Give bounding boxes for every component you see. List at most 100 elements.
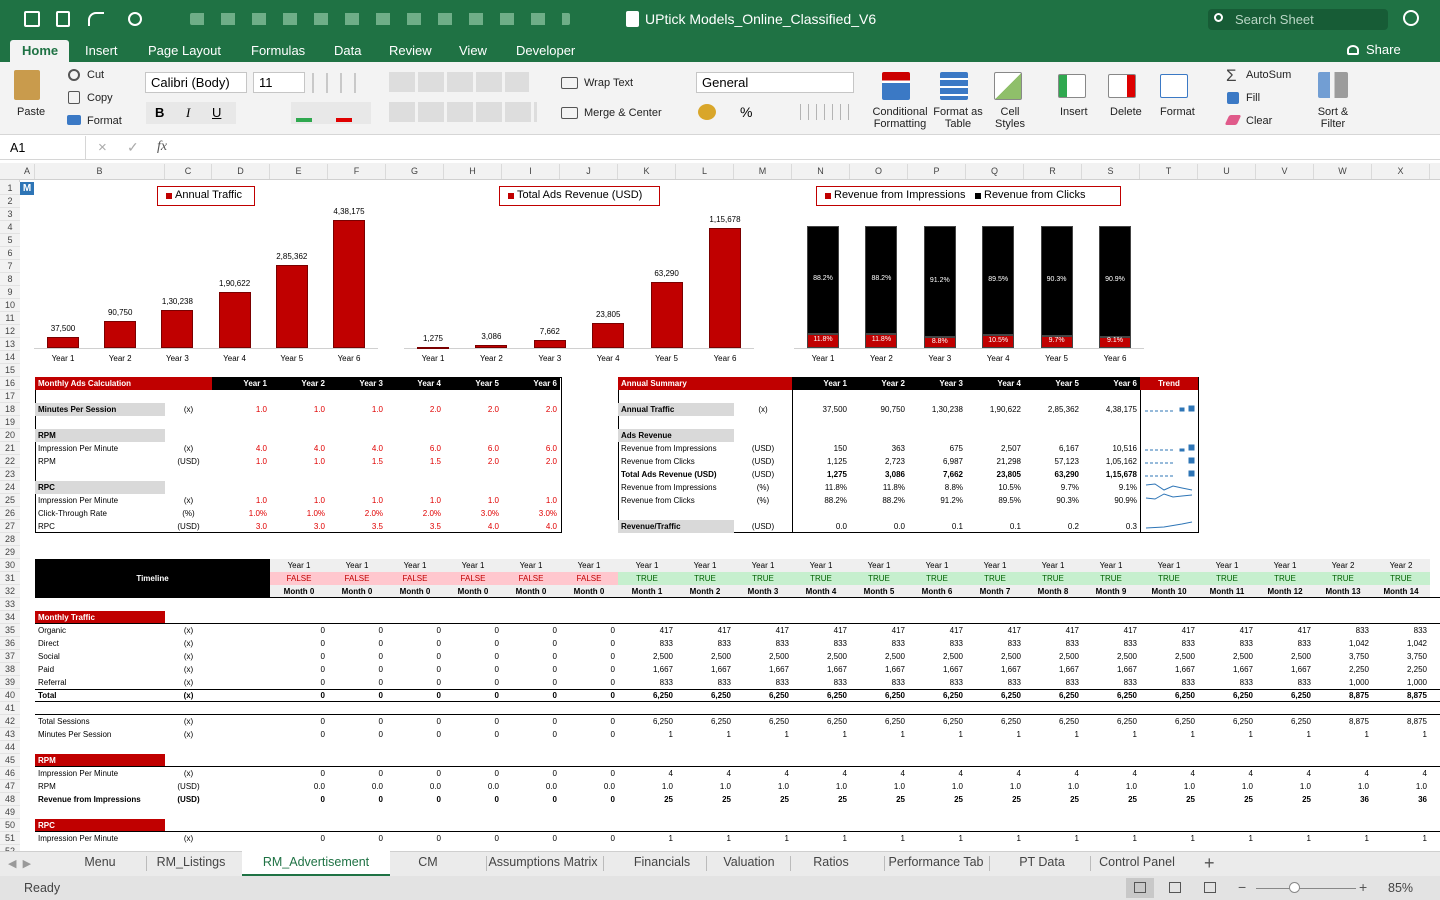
sidebar-icon[interactable] (24, 11, 40, 27)
tab-scroll-buttons[interactable]: ◀ ▶ (8, 858, 32, 870)
feedback-icon[interactable] (1403, 10, 1419, 26)
ribbon-tab[interactable]: View (459, 43, 487, 58)
row-label: Total (38, 691, 57, 700)
name-box[interactable] (0, 136, 86, 160)
format-table-button[interactable]: Format as Table (933, 106, 983, 130)
zoom-out[interactable]: − (1238, 879, 1247, 895)
sheet-tab[interactable]: Valuation (723, 855, 775, 869)
cut-button[interactable]: Cut (87, 69, 105, 81)
percent-button[interactable]: % (740, 104, 753, 120)
font-name-box[interactable] (145, 72, 247, 93)
bold-button[interactable]: B (155, 105, 165, 120)
cell-styles-button[interactable]: Cell Styles (995, 106, 1025, 130)
value-cell: 1 (1132, 730, 1137, 739)
sheet-tab[interactable]: Ratios (813, 855, 849, 869)
timeline-flag: TRUE (966, 572, 1024, 585)
format-button[interactable]: Format (1160, 106, 1195, 118)
sheet-tab[interactable]: RM_Listings (156, 855, 226, 869)
alignment-buttons[interactable] (389, 72, 529, 92)
insert-icon[interactable] (1058, 74, 1086, 98)
normal-view-button[interactable] (1126, 878, 1154, 898)
ribbon-tab[interactable]: Data (334, 43, 362, 58)
value-cell: 4 (1248, 769, 1253, 778)
clear-button[interactable]: Clear (1246, 115, 1273, 127)
value-cell: 2,250 (1348, 665, 1369, 674)
value-cell: 1,667 (652, 665, 673, 674)
format-icon[interactable] (1160, 74, 1188, 98)
search-box[interactable] (1208, 9, 1388, 30)
conditional-format-icon[interactable] (882, 72, 910, 100)
sheet-tab[interactable]: Performance Tab (888, 855, 984, 869)
sheet-tab[interactable]: Financials (633, 855, 691, 869)
zoom-slider[interactable] (1256, 888, 1356, 889)
sort-filter-button[interactable]: Sort & Filter (1317, 106, 1349, 130)
row-unit: (USD) (751, 470, 775, 479)
value-cell: 833 (833, 639, 847, 648)
delete-button[interactable]: Delete (1110, 106, 1142, 118)
add-sheet-button[interactable]: + (1204, 853, 1215, 873)
sheet-tab[interactable]: CM (418, 855, 438, 869)
legend (499, 186, 660, 206)
share-button[interactable]: Share (1366, 42, 1401, 57)
format-painter-button[interactable]: Format (87, 115, 122, 127)
currency-icon[interactable] (698, 104, 716, 120)
decimal-buttons[interactable] (800, 104, 850, 120)
category-label: Year 3 (538, 354, 562, 363)
font-color[interactable] (336, 118, 352, 122)
ribbon-tab[interactable]: Home (22, 43, 59, 58)
ribbon-tab[interactable]: Developer (516, 43, 576, 58)
underline-button[interactable]: U (212, 105, 222, 120)
font-grow-shrink[interactable] (312, 73, 368, 93)
font-size-box[interactable] (253, 72, 305, 93)
paste-icon[interactable] (14, 70, 40, 100)
italic-button[interactable]: I (186, 105, 191, 120)
active-ribbon-tab[interactable] (10, 40, 69, 64)
function-button[interactable]: fx (157, 139, 168, 154)
sheet-tab[interactable]: Control Panel (1099, 855, 1175, 869)
value-cell: 2.0% (364, 509, 383, 518)
fill-color[interactable] (296, 118, 312, 122)
row-header: 1 (0, 182, 20, 195)
fill-button[interactable]: Fill (1246, 92, 1261, 104)
cell-styles-icon[interactable] (994, 72, 1022, 100)
value-cell: 6,250 (1232, 717, 1253, 726)
bar (475, 344, 508, 348)
cancel-button[interactable]: × (98, 139, 107, 156)
insert-button[interactable]: Insert (1060, 106, 1088, 118)
value-cell: 4 (900, 769, 905, 778)
row-unit: (x) (183, 834, 194, 843)
row-unit: (USD) (177, 522, 200, 531)
wrap-text-button[interactable]: Wrap Text (584, 77, 634, 89)
format-table-icon[interactable] (940, 72, 968, 100)
sheet-tab[interactable]: Assumptions Matrix (488, 855, 598, 869)
alignment-buttons[interactable] (389, 102, 537, 122)
sheet-tab[interactable]: RM_Advertisement (262, 855, 370, 869)
page-layout-view-button[interactable] (1169, 882, 1181, 893)
value-cell: 1.0 (1125, 782, 1137, 791)
font-style-buttons[interactable] (146, 102, 371, 124)
redo-icon[interactable] (128, 12, 142, 26)
autosum-button[interactable]: AutoSum (1246, 69, 1292, 81)
paste-button[interactable]: Paste (17, 106, 46, 118)
sheet-tab[interactable]: Menu (84, 855, 116, 869)
delete-icon[interactable] (1108, 74, 1136, 98)
save-icon[interactable] (56, 11, 70, 27)
enter-button[interactable]: ✓ (127, 139, 139, 155)
value-cell: 6,250 (942, 691, 963, 700)
zoom-in[interactable]: + (1359, 879, 1368, 895)
value-cell: 0 (378, 834, 383, 843)
number-format-box[interactable] (696, 72, 854, 93)
row-unit: (x) (183, 717, 194, 726)
zoom-thumb[interactable] (1289, 882, 1300, 893)
ribbon-tab[interactable]: Formulas (251, 43, 306, 58)
sheet-tab[interactable]: PT Data (1019, 855, 1065, 869)
conditional-format-button[interactable]: Conditional Formatting (872, 106, 928, 130)
ribbon-tab[interactable]: Page Layout (148, 43, 222, 58)
page-break-view-button[interactable] (1204, 882, 1216, 893)
undo-icon[interactable] (88, 12, 104, 26)
copy-button[interactable]: Copy (87, 92, 113, 104)
ribbon-tab[interactable]: Insert (85, 43, 118, 58)
merge-button[interactable]: Merge & Center (584, 107, 662, 119)
ribbon-tab[interactable]: Review (389, 43, 432, 58)
sort-filter-icon[interactable] (1318, 72, 1348, 98)
